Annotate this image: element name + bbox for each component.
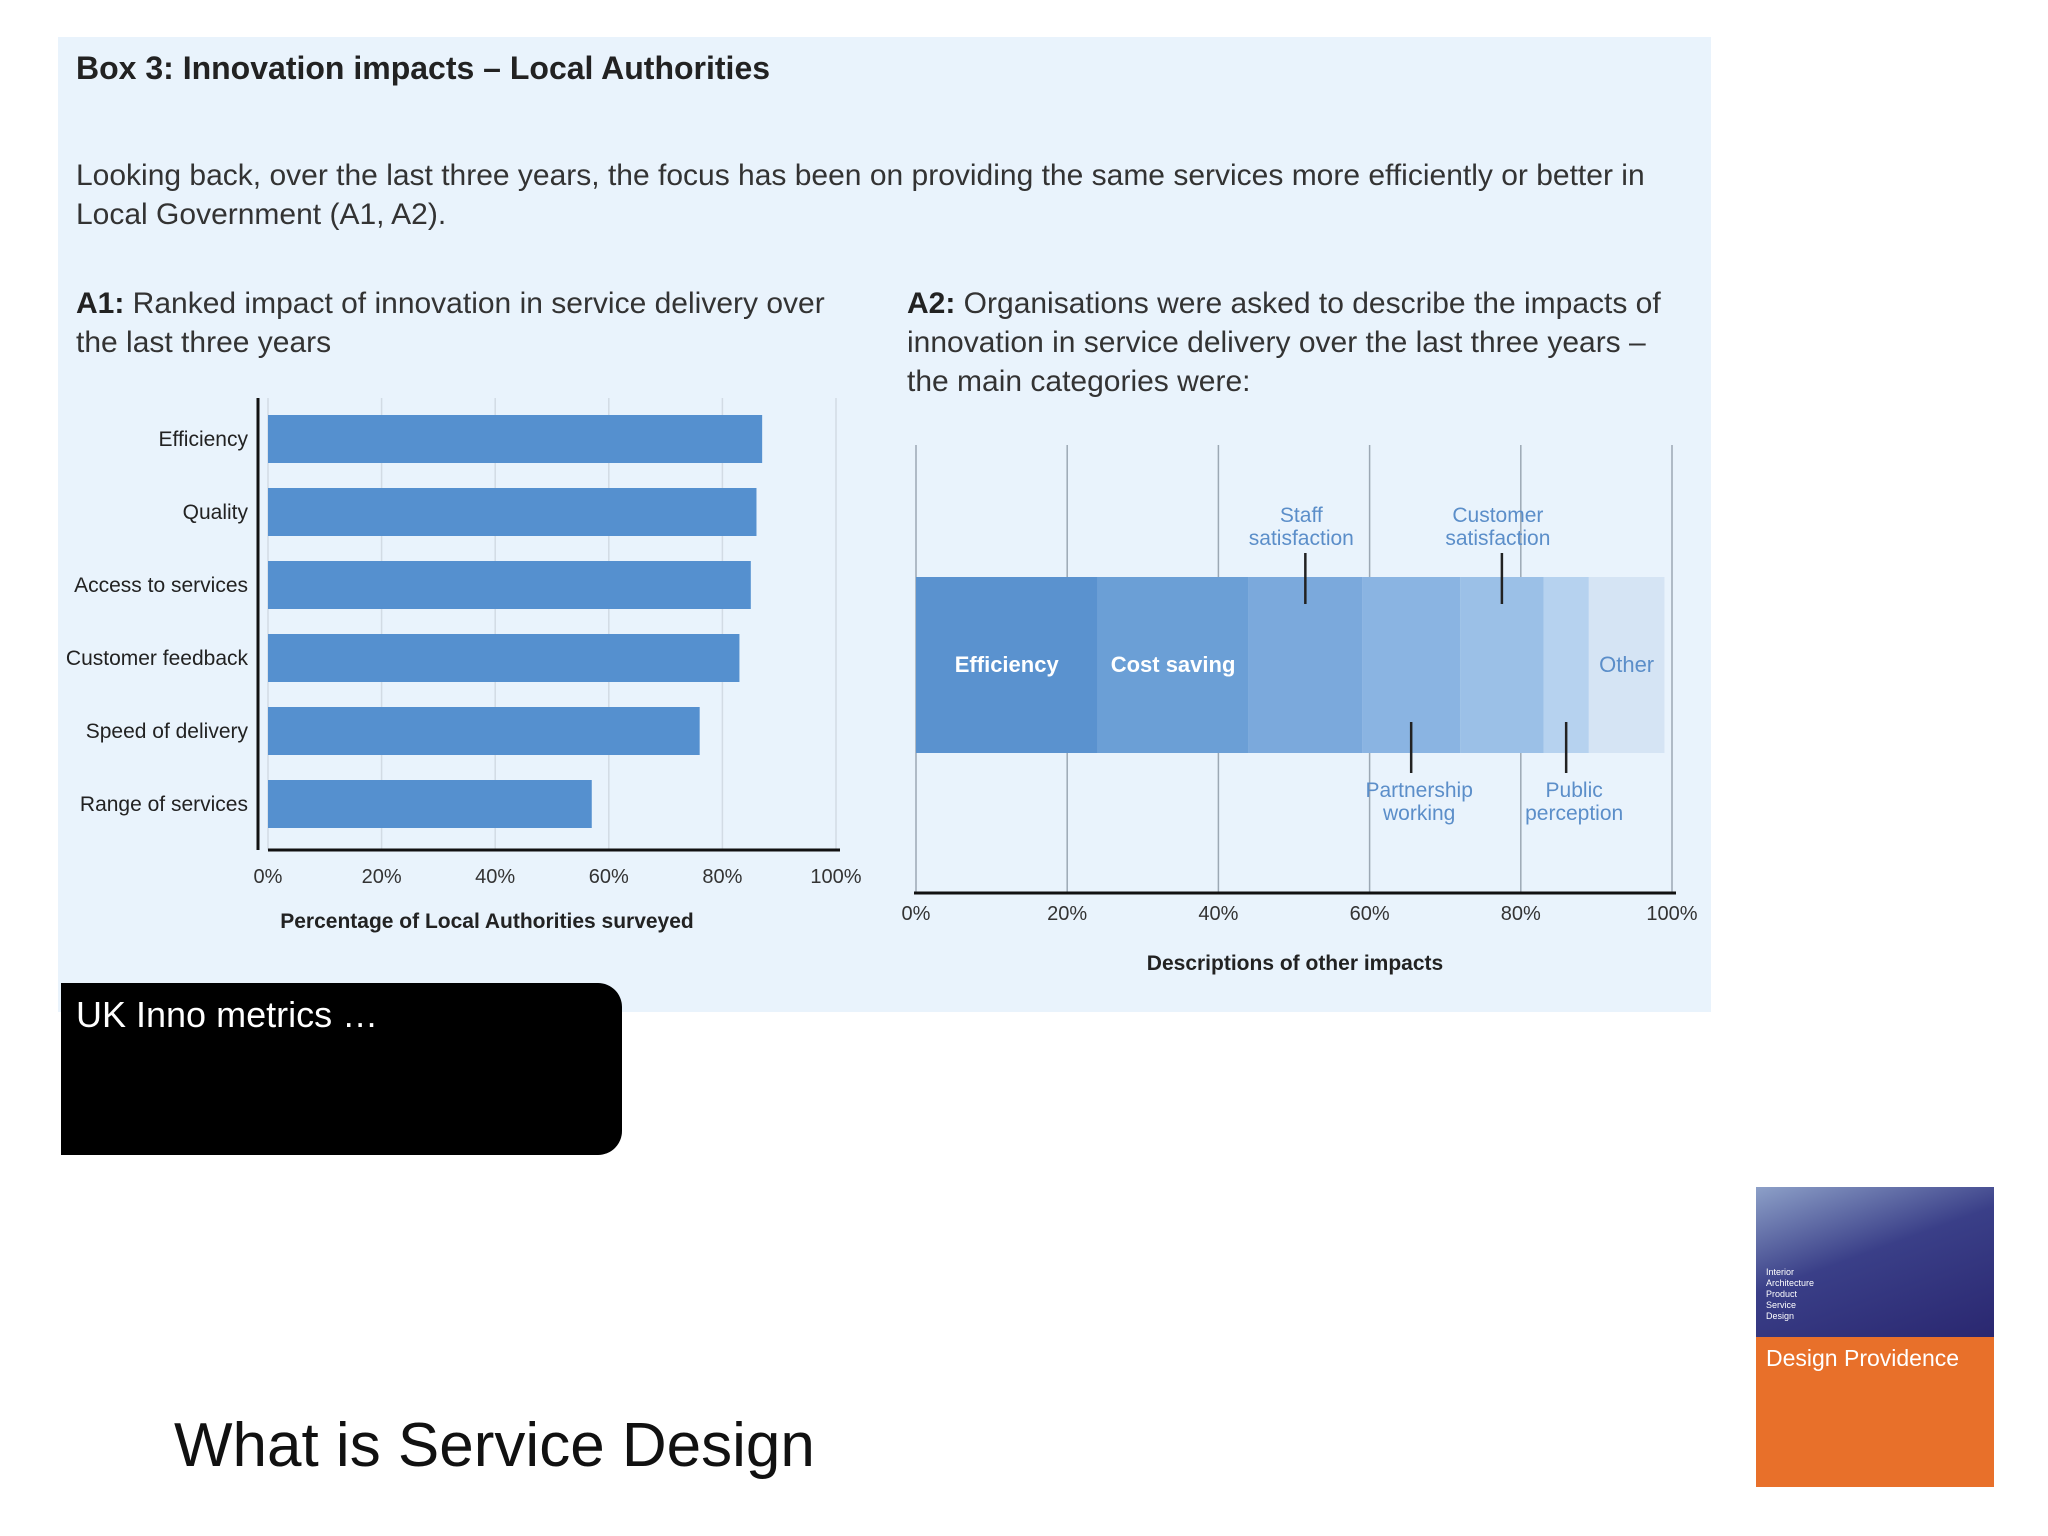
bar	[268, 488, 757, 536]
x-tick-label: 100%	[810, 866, 861, 888]
book-subject: Design	[1766, 1311, 1795, 1321]
book-subject: Product	[1766, 1289, 1798, 1299]
book-cover-image	[1756, 1187, 1994, 1337]
x-tick-label: 0%	[902, 903, 931, 925]
intro-text: Looking back, over the last three years,…	[76, 159, 1645, 231]
x-tick-label: 60%	[589, 866, 629, 888]
stacked-segment	[916, 577, 1098, 753]
stacked-segment	[1460, 577, 1544, 753]
a1-caption: A1: Ranked impact of innovation in servi…	[76, 284, 866, 362]
x-tick-label: 40%	[475, 866, 515, 888]
a2-caption: A2: Organisations were asked to describe…	[907, 284, 1687, 401]
bar	[268, 707, 700, 755]
a2-prefix: A2:	[907, 287, 956, 320]
segment-label: Staff satisfaction	[1249, 504, 1354, 550]
x-axis-title: Descriptions of other impacts	[1147, 952, 1443, 975]
bar	[268, 415, 763, 463]
book-subject: Architecture	[1766, 1278, 1815, 1288]
x-tick-label: 20%	[1047, 903, 1087, 925]
segment-label: Partnership working	[1365, 779, 1472, 825]
a1-caption-text: Ranked impact of innovation in service d…	[76, 287, 825, 359]
book-cover-logo: Interior Architecture Product Service De…	[1756, 1187, 1994, 1487]
caption-overlay-box	[61, 983, 622, 1155]
segment-label: Public perception	[1525, 779, 1623, 825]
category-label: Customer feedback	[66, 647, 249, 670]
category-label: Efficiency	[159, 428, 249, 451]
segment-label: Customer satisfaction	[1445, 504, 1550, 550]
category-label: Range of services	[80, 793, 248, 816]
segment-label: Efficiency	[955, 652, 1060, 677]
bar	[268, 561, 751, 609]
x-axis-title: Percentage of Local Authorities surveyed	[280, 910, 694, 933]
book-subject-list: Interior Architecture Product Service De…	[1766, 1267, 1814, 1322]
category-label: Quality	[183, 501, 249, 524]
bar	[268, 780, 592, 828]
book-subject: Interior	[1766, 1267, 1795, 1277]
slide-title: What is Service Design	[174, 1411, 815, 1480]
caption-overlay-label: UK Inno metrics …	[76, 994, 379, 1035]
x-tick-label: 20%	[362, 866, 402, 888]
x-tick-label: 80%	[1501, 903, 1541, 925]
category-label: Speed of delivery	[86, 720, 249, 743]
x-tick-label: 0%	[254, 866, 283, 888]
stacked-segment	[1588, 577, 1665, 753]
a1-prefix: A1:	[76, 287, 125, 320]
category-label: Access to services	[74, 574, 248, 597]
x-tick-label: 80%	[702, 866, 742, 888]
x-tick-label: 40%	[1198, 903, 1238, 925]
x-tick-label: 60%	[1350, 903, 1390, 925]
segment-label: Other	[1599, 652, 1654, 677]
book-brand: Design Providence	[1766, 1345, 1960, 1371]
a2-caption-text: Organisations were asked to describe the…	[907, 287, 1661, 398]
bar	[268, 634, 740, 682]
stacked-segment	[1097, 577, 1249, 753]
stacked-segment	[1248, 577, 1363, 753]
x-tick-label: 100%	[1646, 903, 1697, 925]
book-subject: Service	[1766, 1300, 1797, 1310]
segment-label: Cost saving	[1111, 652, 1236, 677]
book-cover-band	[1756, 1337, 1994, 1487]
box-title: Box 3: Innovation impacts – Local Author…	[76, 50, 771, 86]
